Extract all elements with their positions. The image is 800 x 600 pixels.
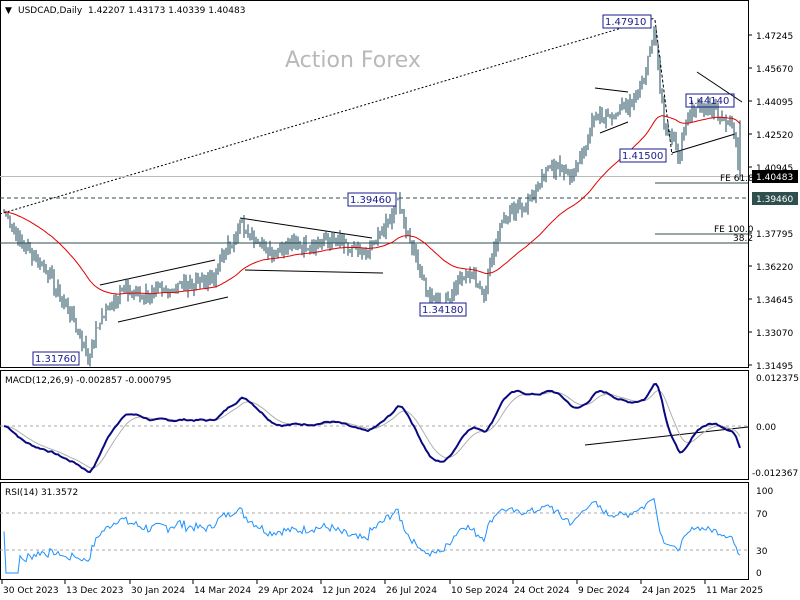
flag-upper — [594, 87, 629, 93]
time-tick-label: 30 Jan 2024 — [131, 586, 185, 596]
price-tick-label: 1.36220 — [756, 263, 793, 273]
symbol-label: USDCAD,Daily — [18, 6, 83, 16]
time-tick-label: 13 Dec 2023 — [66, 586, 124, 596]
macd-title: MACD(12,26,9) -0.002857 -0.000795 — [5, 376, 171, 386]
macd-tick-zero: 0.00 — [756, 423, 776, 433]
fibo-38-label: 38.2 — [733, 234, 753, 244]
label-1-39460: 1.39460 — [350, 195, 391, 206]
time-tick-label: 24 Jan 2025 — [642, 586, 696, 596]
time-tick-label: 24 Oct 2024 — [514, 586, 570, 596]
price-tick-label: 1.34645 — [756, 296, 793, 306]
price-tick-label: 1.45670 — [756, 65, 793, 75]
watermark: Action Forex — [285, 48, 421, 73]
label-1-44140: 1.44140 — [688, 96, 729, 107]
label-low-1-31760: 1.31760 — [35, 354, 76, 365]
triangle-lower — [244, 269, 384, 274]
current-price-tag — [752, 170, 798, 183]
time-tick-label: 9 Dec 2024 — [578, 586, 630, 596]
price-tick-label: 1.31495 — [756, 362, 793, 372]
time-tick-label: 12 Jun 2024 — [322, 586, 376, 596]
price-tick-label: 1.40945 — [756, 164, 793, 174]
current-price-text: 1.40483 — [756, 173, 793, 183]
rsi-tick-0: 0 — [756, 569, 762, 579]
annotations: FE 61.8 FE 100.0 38.2 — [0, 17, 754, 446]
channel-upper — [99, 259, 216, 286]
price-bars — [3, 26, 741, 367]
trend-line-dotted — [0, 17, 656, 215]
time-tick-label: 30 Oct 2023 — [3, 586, 59, 596]
price-tick-label: 1.44095 — [756, 98, 793, 108]
rsi-tick-30: 30 — [756, 547, 768, 557]
time-tick-label: 29 Apr 2024 — [258, 586, 314, 596]
rsi-title: RSI(14) 31.3572 — [5, 488, 78, 498]
time-axis[interactable]: 30 Oct 2023 13 Dec 2023 30 Jan 2024 14 Mar … — [1, 580, 763, 596]
fe-100-label: FE 100.0 — [714, 225, 754, 235]
collapse-triangle-icon[interactable]: ▼ — [5, 6, 12, 16]
price-tick-label: 1.47245 — [756, 32, 793, 42]
wedge-lower — [671, 133, 736, 154]
main-pane-frame — [0, 0, 749, 368]
fe-61-label: FE 61.8 — [720, 174, 754, 184]
time-tick-label: 14 Mar 2024 — [194, 586, 251, 596]
label-low-1-34180: 1.34180 — [422, 305, 463, 316]
label-high-1-47910: 1.47910 — [605, 17, 646, 28]
ohlc-values: 1.42207 1.43173 1.40339 1.40483 — [88, 6, 245, 16]
rsi-tick-70: 70 — [756, 510, 768, 520]
time-tick-label: 26 Jul 2024 — [386, 586, 437, 596]
trend-line-dashed — [654, 19, 673, 156]
moving-average-line — [3, 115, 741, 295]
price-tick-label: 1.33070 — [756, 329, 793, 339]
price-axis[interactable]: 1.47245 1.45670 1.44095 1.42520 1.40945 1.377… — [748, 32, 793, 372]
price-tick-label: 1.37795 — [756, 230, 793, 240]
macd-tick-min: -0.012367 — [752, 469, 798, 479]
macd-pane-frame — [0, 370, 749, 480]
level-price-text: 1.39460 — [756, 195, 793, 205]
rsi-pane-frame — [0, 482, 749, 580]
price-labels: 1.47910 1.44140 1.41500 1.39460 1.34180 … — [32, 14, 735, 366]
macd-tick-max: 0.012375 — [756, 374, 799, 384]
triangle-upper — [239, 217, 373, 239]
label-1-41500: 1.41500 — [622, 151, 663, 162]
macd-line — [3, 382, 741, 474]
time-tick-label: 10 Sep 2024 — [451, 586, 508, 596]
macd-trend-line — [584, 426, 749, 446]
level-price-tag — [752, 192, 798, 205]
price-tick-label: 1.42520 — [756, 131, 793, 141]
rsi-tick-100: 100 — [756, 487, 773, 497]
channel-lower — [117, 296, 229, 323]
rsi-line — [3, 497, 741, 574]
flag-lower — [599, 121, 629, 134]
time-tick-label: 11 Mar 2025 — [706, 586, 763, 596]
